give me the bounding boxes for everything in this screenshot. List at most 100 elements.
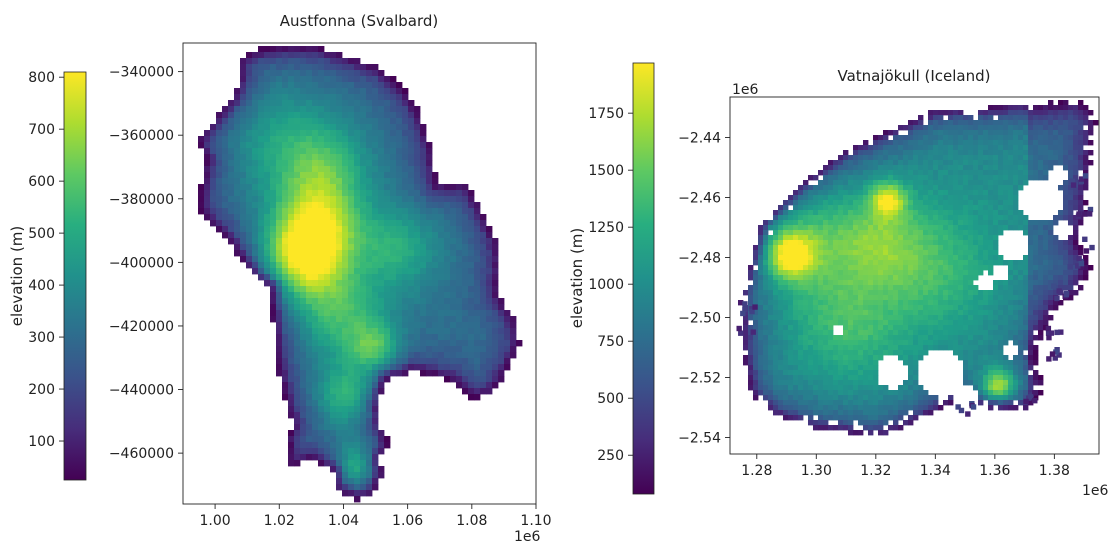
elevation-cell <box>228 214 235 221</box>
elevation-cell <box>1023 125 1029 131</box>
elevation-cell <box>1028 330 1034 336</box>
elevation-cell <box>1003 115 1009 121</box>
elevation-cell <box>838 215 844 221</box>
elevation-cell <box>773 235 779 241</box>
elevation-cell <box>933 320 939 326</box>
elevation-cell <box>414 268 421 275</box>
elevation-cell <box>948 250 954 256</box>
elevation-cell <box>923 250 929 256</box>
elevation-cell <box>318 424 325 431</box>
elevation-cell <box>843 315 849 321</box>
elevation-cell <box>492 322 499 329</box>
elevation-cell <box>1018 180 1024 186</box>
elevation-cell <box>813 185 819 191</box>
elevation-cell <box>222 136 229 143</box>
elevation-cell <box>378 94 385 101</box>
elevation-cell <box>342 172 349 179</box>
elevation-cell <box>1003 160 1009 166</box>
elevation-cell <box>873 255 879 261</box>
elevation-cell <box>348 472 355 479</box>
elevation-cell <box>420 214 427 221</box>
elevation-cell <box>978 195 984 201</box>
elevation-cell <box>1003 145 1009 151</box>
elevation-cell <box>963 130 969 136</box>
elevation-cell <box>474 388 481 395</box>
elevation-cell <box>300 370 307 377</box>
elevation-cell <box>893 220 899 226</box>
elevation-cell <box>903 220 909 226</box>
elevation-cell <box>1058 145 1064 151</box>
elevation-cell <box>438 334 445 341</box>
elevation-cell <box>963 160 969 166</box>
elevation-cell <box>318 178 325 185</box>
elevation-cell <box>342 328 349 335</box>
elevation-cell <box>883 225 889 231</box>
elevation-cell <box>963 245 969 251</box>
elevation-cell <box>948 235 954 241</box>
elevation-cell <box>978 260 984 266</box>
elevation-cell <box>342 196 349 203</box>
elevation-cell <box>444 346 451 353</box>
elevation-cell <box>978 245 984 251</box>
elevation-cell <box>948 200 954 206</box>
elevation-cell <box>853 340 859 346</box>
elevation-cell <box>963 145 969 151</box>
elevation-cell <box>432 232 439 239</box>
elevation-cell <box>444 274 451 281</box>
elevation-cell <box>983 220 989 226</box>
elevation-cell <box>306 388 313 395</box>
elevation-cell <box>898 340 904 346</box>
elevation-cell <box>336 388 343 395</box>
elevation-cell <box>300 256 307 263</box>
elevation-cell <box>1028 155 1034 161</box>
elevation-cell <box>953 260 959 266</box>
elevation-cell <box>758 300 764 306</box>
elevation-cell <box>848 225 854 231</box>
elevation-cell <box>444 256 451 263</box>
elevation-cell <box>492 352 499 359</box>
elevation-cell <box>1068 160 1074 166</box>
elevation-cell <box>348 412 355 419</box>
elevation-cell <box>953 265 959 271</box>
elevation-cell <box>336 232 343 239</box>
elevation-cell <box>342 412 349 419</box>
elevation-cell <box>938 300 944 306</box>
elevation-cell <box>378 250 385 257</box>
elevation-cell <box>438 358 445 365</box>
elevation-cell <box>384 184 391 191</box>
elevation-cell <box>336 58 343 65</box>
elevation-cell <box>378 274 385 281</box>
elevation-cell <box>276 82 283 89</box>
elevation-cell <box>228 184 235 191</box>
elevation-cell <box>360 358 367 365</box>
elevation-cell <box>312 250 319 257</box>
elevation-cell <box>282 52 289 59</box>
elevation-cell <box>204 190 211 197</box>
elevation-cell <box>953 150 959 156</box>
elevation-cell <box>1048 270 1054 276</box>
elevation-cell <box>883 165 889 171</box>
elevation-cell <box>963 185 969 191</box>
elevation-cell <box>853 335 859 341</box>
elevation-cell <box>908 120 914 126</box>
elevation-cell <box>234 172 241 179</box>
elevation-cell <box>378 334 385 341</box>
elevation-cell <box>778 250 784 256</box>
elevation-cell <box>486 262 493 269</box>
elevation-cell <box>863 245 869 251</box>
elevation-cell <box>758 295 764 301</box>
elevation-cell <box>923 225 929 231</box>
elevation-cell <box>318 442 325 449</box>
elevation-cell <box>420 124 427 131</box>
elevation-cell <box>276 124 283 131</box>
elevation-cell <box>372 370 379 377</box>
elevation-cell <box>396 370 403 377</box>
elevation-cell <box>372 364 379 371</box>
elevation-cell <box>928 285 934 291</box>
elevation-cell <box>933 245 939 251</box>
elevation-cell <box>803 295 809 301</box>
elevation-cell <box>968 270 974 276</box>
elevation-cell <box>1028 280 1034 286</box>
elevation-cell <box>366 394 373 401</box>
elevation-cell <box>486 358 493 365</box>
